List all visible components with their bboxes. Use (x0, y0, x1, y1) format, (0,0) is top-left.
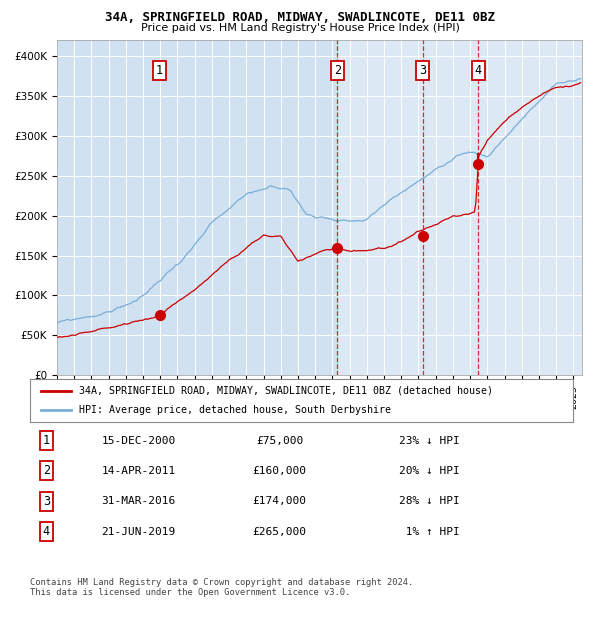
Bar (57, 40, 160, 375)
Text: 31-MAR-2016: 31-MAR-2016 (101, 496, 176, 507)
Text: £160,000: £160,000 (253, 466, 307, 476)
Text: Contains HM Land Registry data © Crown copyright and database right 2024.
This d: Contains HM Land Registry data © Crown c… (30, 578, 413, 597)
Text: 23% ↓ HPI: 23% ↓ HPI (399, 435, 460, 446)
Text: 3: 3 (43, 495, 50, 508)
Text: 34A, SPRINGFIELD ROAD, MIDWAY, SWADLINCOTE, DE11 0BZ (detached house): 34A, SPRINGFIELD ROAD, MIDWAY, SWADLINCO… (79, 386, 493, 396)
Text: 1: 1 (156, 64, 163, 77)
Text: 28% ↓ HPI: 28% ↓ HPI (399, 496, 460, 507)
Text: 20% ↓ HPI: 20% ↓ HPI (399, 466, 460, 476)
Text: 21-JUN-2019: 21-JUN-2019 (101, 526, 176, 537)
Text: £265,000: £265,000 (253, 526, 307, 537)
Text: HPI: Average price, detached house, South Derbyshire: HPI: Average price, detached house, Sout… (79, 405, 391, 415)
Text: £174,000: £174,000 (253, 496, 307, 507)
Text: 3: 3 (419, 64, 427, 77)
Text: Price paid vs. HM Land Registry's House Price Index (HPI): Price paid vs. HM Land Registry's House … (140, 23, 460, 33)
Text: 1: 1 (43, 434, 50, 447)
Text: 34A, SPRINGFIELD ROAD, MIDWAY, SWADLINCOTE, DE11 0BZ: 34A, SPRINGFIELD ROAD, MIDWAY, SWADLINCO… (105, 11, 495, 24)
Text: 1% ↑ HPI: 1% ↑ HPI (399, 526, 460, 537)
Text: 15-DEC-2000: 15-DEC-2000 (101, 435, 176, 446)
Text: 4: 4 (43, 525, 50, 538)
Text: 2: 2 (43, 464, 50, 477)
Bar (160, 40, 337, 375)
Text: 4: 4 (475, 64, 482, 77)
Text: 2: 2 (334, 64, 341, 77)
Text: £75,000: £75,000 (256, 435, 304, 446)
Text: 14-APR-2011: 14-APR-2011 (101, 466, 176, 476)
